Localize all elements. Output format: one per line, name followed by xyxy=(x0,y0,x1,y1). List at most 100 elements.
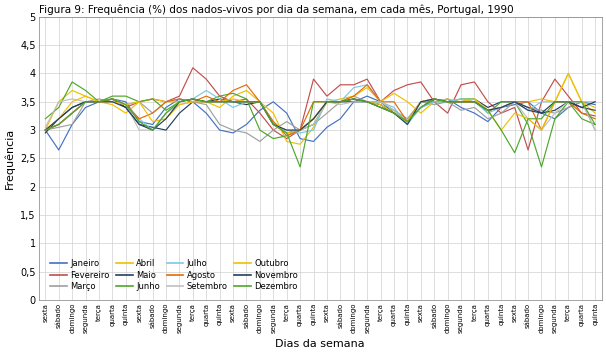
Junho xyxy=(471,97,478,101)
Julho xyxy=(122,102,130,107)
Janeiro xyxy=(82,105,89,109)
Maio xyxy=(270,122,277,127)
Maio xyxy=(95,100,102,104)
Março xyxy=(68,122,76,127)
Dezembro xyxy=(42,128,49,132)
Outubro xyxy=(471,97,478,101)
Outubro xyxy=(390,111,398,115)
Junho xyxy=(565,100,572,104)
Abril xyxy=(68,88,76,92)
Maio xyxy=(55,116,62,121)
Dezembro xyxy=(377,105,384,109)
Agosto xyxy=(524,100,531,104)
Setembro xyxy=(108,100,116,104)
Janeiro xyxy=(458,105,465,109)
Fevereiro xyxy=(511,105,518,109)
Line: Junho: Junho xyxy=(45,82,595,167)
Agosto xyxy=(498,105,505,109)
Junho xyxy=(377,100,384,104)
Abril xyxy=(202,100,210,104)
Outubro xyxy=(524,116,531,121)
Junho xyxy=(350,97,358,101)
Julho xyxy=(498,105,505,109)
Maio xyxy=(162,128,170,132)
Outubro xyxy=(82,94,89,98)
Abril xyxy=(591,111,599,115)
Novembro xyxy=(591,100,599,104)
Setembro xyxy=(364,100,371,104)
Novembro xyxy=(230,100,237,104)
Novembro xyxy=(565,100,572,104)
Julho xyxy=(471,100,478,104)
Agosto xyxy=(68,111,76,115)
Junho xyxy=(296,128,304,132)
Novembro xyxy=(350,97,358,101)
Abril xyxy=(511,100,518,104)
Julho xyxy=(591,100,599,104)
Outubro xyxy=(95,100,102,104)
Janeiro xyxy=(551,116,559,121)
Abril xyxy=(42,128,49,132)
Novembro xyxy=(364,100,371,104)
Março xyxy=(377,105,384,109)
Janeiro xyxy=(283,111,290,115)
Agosto xyxy=(95,100,102,104)
Outubro xyxy=(176,102,183,107)
Maio xyxy=(565,100,572,104)
Dezembro xyxy=(189,97,196,101)
Fevereiro xyxy=(82,100,89,104)
Setembro xyxy=(270,122,277,127)
Novembro xyxy=(243,100,250,104)
Janeiro xyxy=(337,116,344,121)
Março xyxy=(498,111,505,115)
Março xyxy=(364,100,371,104)
Fevereiro xyxy=(444,111,451,115)
Dezembro xyxy=(565,100,572,104)
Dezembro xyxy=(243,100,250,104)
Julho xyxy=(337,100,344,104)
Outubro xyxy=(122,102,130,107)
Maio xyxy=(377,102,384,107)
Dezembro xyxy=(122,102,130,107)
Fevereiro xyxy=(591,114,599,118)
Maio xyxy=(538,111,545,115)
Novembro xyxy=(431,97,438,101)
Setembro xyxy=(551,111,559,115)
Janeiro xyxy=(122,100,130,104)
Fevereiro xyxy=(122,105,130,109)
Março xyxy=(189,100,196,104)
Março xyxy=(350,94,358,98)
Agosto xyxy=(176,97,183,101)
Janeiro xyxy=(42,128,49,132)
Julho xyxy=(296,131,304,135)
Agosto xyxy=(565,100,572,104)
Abril xyxy=(176,100,183,104)
Setembro xyxy=(565,100,572,104)
Janeiro xyxy=(310,139,317,144)
Outubro xyxy=(404,119,411,124)
Fevereiro xyxy=(95,100,102,104)
Março xyxy=(431,102,438,107)
Janeiro xyxy=(511,102,518,107)
Agosto xyxy=(538,128,545,132)
Maio xyxy=(310,116,317,121)
Novembro xyxy=(551,100,559,104)
Julho xyxy=(136,116,143,121)
Line: Novembro: Novembro xyxy=(45,99,595,130)
Janeiro xyxy=(417,105,424,109)
Maio xyxy=(498,100,505,104)
Maio xyxy=(524,105,531,109)
Março xyxy=(162,100,170,104)
Abril xyxy=(565,71,572,76)
Fevereiro xyxy=(323,94,330,98)
Agosto xyxy=(162,100,170,104)
Abril xyxy=(524,100,531,104)
Junho xyxy=(431,100,438,104)
Fevereiro xyxy=(230,100,237,104)
Maio xyxy=(350,100,358,104)
Dezembro xyxy=(256,100,264,104)
Novembro xyxy=(42,128,49,132)
Maio xyxy=(149,125,156,130)
Fevereiro xyxy=(216,94,223,98)
Fevereiro xyxy=(390,88,398,92)
